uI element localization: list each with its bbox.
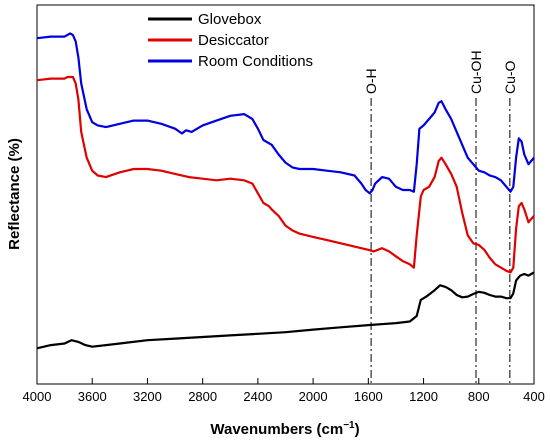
series-line-2: [36, 32, 535, 195]
legend-label-2: Room Conditions: [198, 53, 313, 70]
x-tick-label-400: 400: [523, 389, 545, 404]
x-tick-label-4000: 4000: [23, 389, 52, 404]
x-tick-label-2000: 2000: [299, 389, 328, 404]
peak-annotations: O-H Cu-OH Cu-O: [363, 50, 518, 384]
legend-label-0: Glovebox: [198, 11, 262, 28]
x-axis-label: Wavenumbers (cm−1): [210, 420, 359, 438]
x-tick-label-800: 800: [468, 389, 490, 404]
series-line-0: [36, 271, 535, 350]
x-tick-label-2400: 2400: [243, 389, 272, 404]
x-tick-label-1600: 1600: [354, 389, 383, 404]
x-axis-ticks: 4000 3600 3200 2800 2400 2000 1600 1200 800 400: [23, 378, 545, 404]
x-tick-label-3200: 3200: [133, 389, 162, 404]
legend: Glovebox Desiccator Room Conditions: [148, 11, 313, 70]
annotation-label-0: O-H: [363, 68, 379, 94]
y-axis-label: Reflectance (%): [6, 138, 23, 250]
series-lines: [36, 32, 535, 350]
x-tick-label-1200: 1200: [409, 389, 438, 404]
legend-label-1: Desiccator: [198, 32, 269, 49]
x-tick-label-2800: 2800: [188, 389, 217, 404]
plot-frame: [36, 4, 535, 385]
annotation-label-1: Cu-OH: [468, 50, 484, 94]
x-tick-label-3600: 3600: [78, 389, 107, 404]
series-line-1: [36, 75, 535, 274]
annotation-label-2: Cu-O: [502, 60, 518, 94]
